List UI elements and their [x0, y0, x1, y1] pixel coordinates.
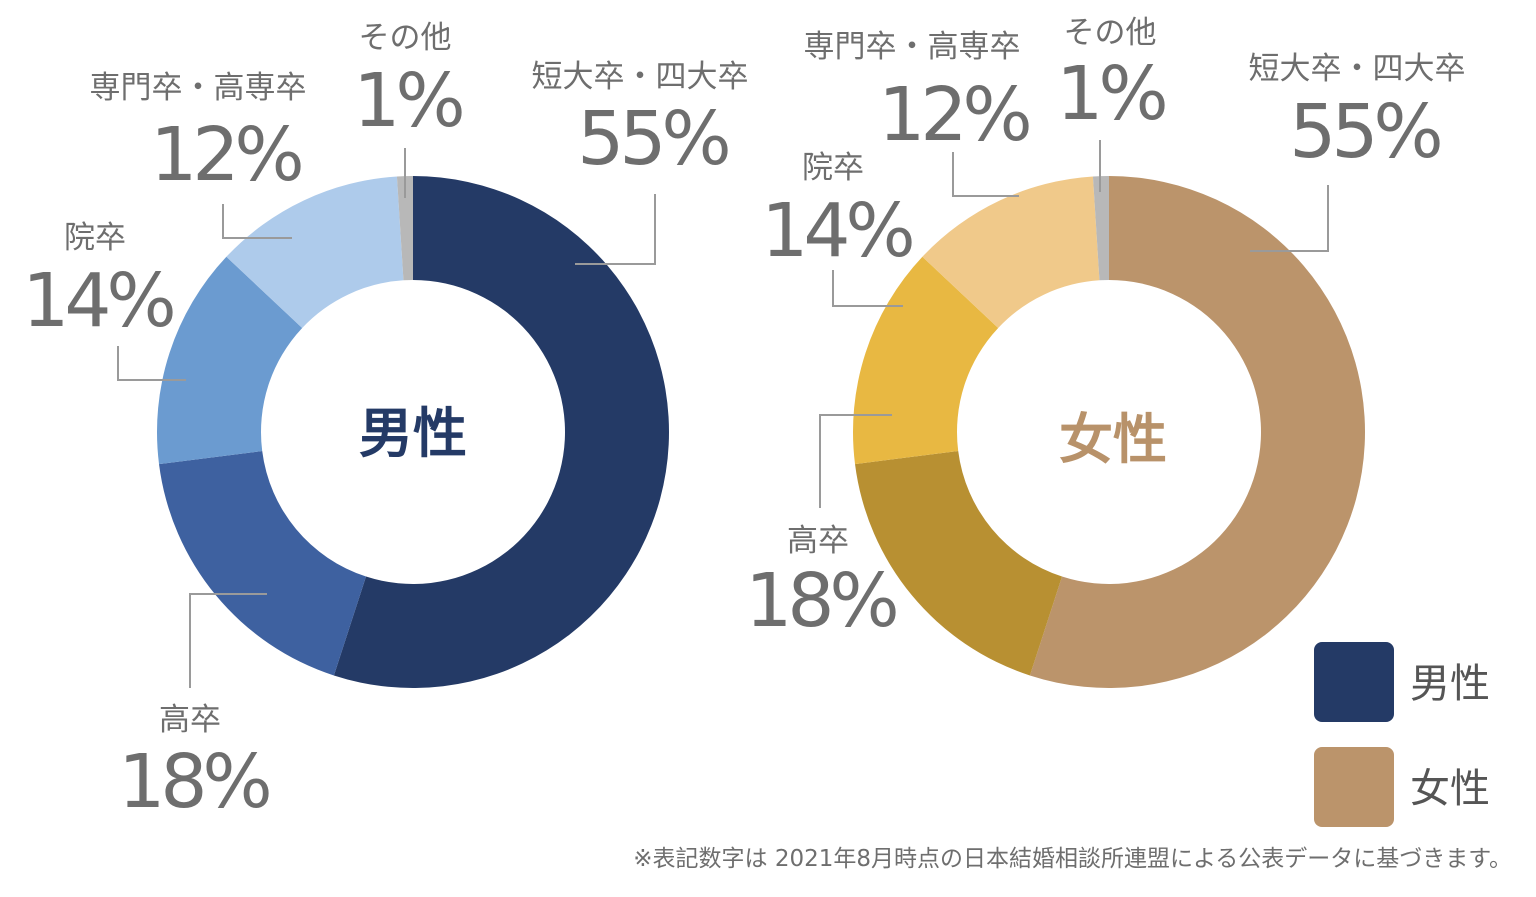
center-label-female: 女性 [1059, 408, 1167, 471]
donut-chart-female [853, 176, 1365, 688]
category-label-male-vocational: 専門卒・高専卒 [90, 70, 307, 106]
value-label-female-univ: 55% [1289, 89, 1440, 175]
leader-line-male-grad [117, 346, 186, 381]
value-label-male-other: 1% [353, 58, 462, 144]
category-label-female-grad: 院卒 [802, 150, 864, 186]
leader-line-female-highschool [819, 414, 892, 508]
leader-line-male-highschool [189, 593, 267, 688]
value-label-male-grad: 14% [22, 258, 173, 344]
donut-slice-male-other [396, 176, 413, 281]
value-label-female-highschool: 18% [745, 558, 896, 644]
donut-slice-female-grad [853, 256, 999, 465]
donut-slice-female-univ [1029, 176, 1365, 688]
legend: 男性 女性 [1314, 642, 1490, 827]
donut-slice-female-other [1092, 176, 1109, 281]
value-label-female-vocational: 12% [878, 72, 1029, 158]
legend-swatch-female [1314, 747, 1394, 827]
donut-slice-female-vocational [922, 176, 1100, 328]
leader-line-male-vocational [222, 204, 292, 239]
donut-slice-female-highschool [855, 451, 1063, 676]
category-label-female-vocational: 専門卒・高専卒 [804, 29, 1021, 65]
donut-slice-male-univ [333, 176, 669, 688]
category-label-female-other: その他 [1064, 15, 1157, 51]
value-label-male-vocational: 12% [150, 112, 301, 198]
value-label-male-univ: 55% [577, 96, 728, 182]
category-label-male-grad: 院卒 [64, 220, 126, 256]
donut-chart-male [157, 176, 669, 688]
leader-line-male-univ [575, 194, 656, 265]
category-label-male-other: その他 [359, 20, 452, 56]
leader-line-female-grad [832, 270, 903, 307]
value-label-male-highschool: 18% [118, 739, 269, 825]
footnote: ※表記数字は 2021年8月時点の日本結婚相談所連盟による公表データに基づきます… [633, 846, 1512, 872]
legend-swatch-male [1314, 642, 1394, 722]
donut-slice-male-vocational [226, 176, 404, 328]
leader-line-female-univ [1250, 185, 1329, 252]
category-label-male-highschool: 高卒 [159, 702, 221, 738]
donut-slice-male-grad [157, 256, 303, 465]
leader-line-female-vocational [952, 152, 1019, 197]
donut-slice-male-highschool [159, 451, 367, 676]
category-label-female-highschool: 高卒 [787, 523, 849, 559]
category-label-male-univ: 短大卒・四大卒 [532, 59, 749, 95]
legend-label-female: 女性 [1410, 766, 1490, 812]
value-label-female-other: 1% [1056, 51, 1165, 137]
center-label-male: 男性 [359, 402, 467, 465]
value-label-female-grad: 14% [761, 188, 912, 274]
legend-label-male: 男性 [1410, 661, 1490, 707]
category-label-female-univ: 短大卒・四大卒 [1249, 51, 1466, 87]
